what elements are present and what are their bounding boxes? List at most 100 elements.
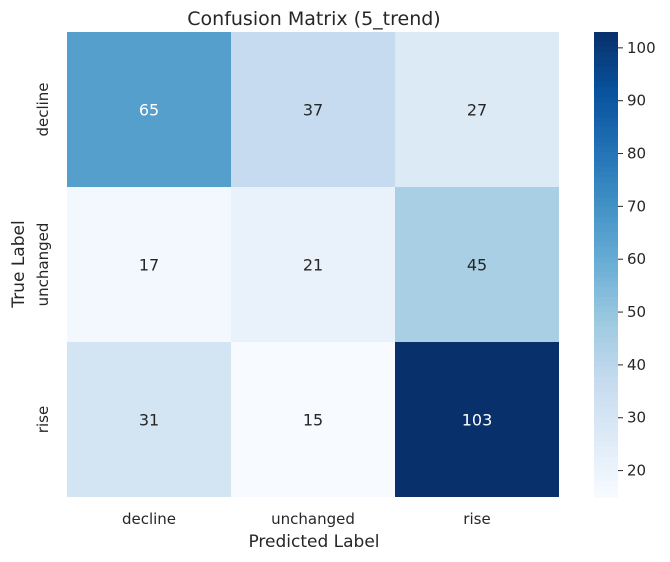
colorbar-segment — [594, 252, 618, 258]
colorbar-segment — [594, 267, 618, 273]
y-tick-label: rise — [34, 406, 52, 433]
colorbar-segment — [594, 337, 618, 343]
colorbar-segment — [594, 432, 618, 438]
colorbar-segment — [594, 177, 618, 183]
colorbar-segment — [594, 347, 618, 353]
colorbar-segment — [594, 357, 618, 363]
colorbar-segment — [594, 77, 618, 83]
colorbar-segment — [594, 442, 618, 448]
x-axis-label: Predicted Label — [248, 532, 379, 552]
cell-value-label: 21 — [303, 256, 323, 275]
colorbar-segment — [594, 437, 618, 443]
colorbar-segment — [594, 282, 618, 288]
colorbar-segment — [594, 147, 618, 153]
x-tick-label: decline — [122, 510, 176, 528]
colorbar-segment — [594, 52, 618, 58]
y-tick-label: decline — [34, 82, 52, 136]
heatmap-cell — [395, 32, 559, 187]
colorbar-segment — [594, 462, 618, 468]
colorbar-tick-label: 60 — [627, 250, 646, 268]
colorbar-segment — [594, 247, 618, 253]
colorbar-segment — [594, 302, 618, 308]
colorbar-segment — [594, 427, 618, 433]
colorbar-segment — [594, 492, 618, 498]
colorbar-segment — [594, 212, 618, 218]
colorbar-segment — [594, 472, 618, 478]
cell-value-label: 37 — [303, 101, 323, 120]
colorbar-segment — [594, 47, 618, 53]
colorbar-segment — [594, 287, 618, 293]
colorbar-segment — [594, 97, 618, 103]
colorbar-segment — [594, 62, 618, 68]
colorbar-segment — [594, 257, 618, 263]
colorbar-segment — [594, 172, 618, 178]
colorbar-segment — [594, 362, 618, 368]
y-tick-labels: decline unchanged rise — [34, 82, 52, 433]
heatmap-cell — [67, 342, 231, 497]
colorbar-tick-label: 70 — [627, 197, 646, 215]
colorbar-tick-label: 90 — [627, 92, 646, 110]
colorbar-tick-label: 40 — [627, 356, 646, 374]
colorbar-segment — [594, 157, 618, 163]
colorbar-segment — [594, 487, 618, 493]
colorbar-segment — [594, 407, 618, 413]
colorbar-tick-label: 30 — [627, 409, 646, 427]
heatmap-cell — [67, 187, 231, 342]
colorbar-segment — [594, 202, 618, 208]
chart-title: Confusion Matrix (5_trend) — [187, 8, 440, 30]
colorbar-segment — [594, 232, 618, 238]
heatmap-cell — [231, 342, 395, 497]
colorbar-segment — [594, 277, 618, 283]
colorbar: 20 30 40 50 60 70 80 90 100 — [594, 32, 656, 498]
colorbar-segment — [594, 327, 618, 333]
colorbar-segment — [594, 387, 618, 393]
heatmap-cell — [231, 32, 395, 187]
heatmap-cell — [395, 187, 559, 342]
colorbar-segment — [594, 467, 618, 473]
colorbar-tick-label: 20 — [627, 462, 646, 480]
cell-value-label: 103 — [462, 411, 493, 430]
colorbar-segment — [594, 162, 618, 168]
colorbar-segment — [594, 417, 618, 423]
x-tick-label: rise — [463, 510, 490, 528]
cell-value-label: 31 — [139, 411, 159, 430]
colorbar-tick-label: 80 — [627, 145, 646, 163]
colorbar-segment — [594, 42, 618, 48]
colorbar-segment — [594, 122, 618, 128]
colorbar-segment — [594, 82, 618, 88]
colorbar-segment — [594, 127, 618, 133]
colorbar-tick-label: 100 — [627, 39, 656, 57]
colorbar-segment — [594, 37, 618, 43]
colorbar-segment — [594, 182, 618, 188]
colorbar-segment — [594, 292, 618, 298]
colorbar-segment — [594, 242, 618, 248]
cell-value-label: 17 — [139, 256, 159, 275]
colorbar-segment — [594, 382, 618, 388]
colorbar-segment — [594, 197, 618, 203]
colorbar-segment — [594, 227, 618, 233]
colorbar-segment — [594, 307, 618, 313]
colorbar-segment — [594, 452, 618, 458]
colorbar-segment — [594, 222, 618, 228]
heatmap-cell — [231, 187, 395, 342]
colorbar-segment — [594, 72, 618, 78]
colorbar-segment — [594, 477, 618, 483]
colorbar-segment — [594, 132, 618, 138]
colorbar-segment — [594, 32, 618, 38]
colorbar-segment — [594, 107, 618, 113]
colorbar-segment — [594, 272, 618, 278]
heatmap-cells: 65 37 27 17 21 45 31 15 103 — [67, 32, 559, 497]
x-tick-label: unchanged — [271, 510, 355, 528]
colorbar-segment — [594, 142, 618, 148]
colorbar-segment — [594, 352, 618, 358]
y-tick-label: unchanged — [34, 223, 52, 307]
colorbar-segment — [594, 112, 618, 118]
colorbar-tick-label: 50 — [627, 303, 646, 321]
y-axis-label: True Label — [9, 220, 29, 308]
colorbar-segment — [594, 392, 618, 398]
colorbar-segment — [594, 237, 618, 243]
colorbar-segment — [594, 422, 618, 428]
colorbar-segment — [594, 332, 618, 338]
colorbar-segment — [594, 377, 618, 383]
